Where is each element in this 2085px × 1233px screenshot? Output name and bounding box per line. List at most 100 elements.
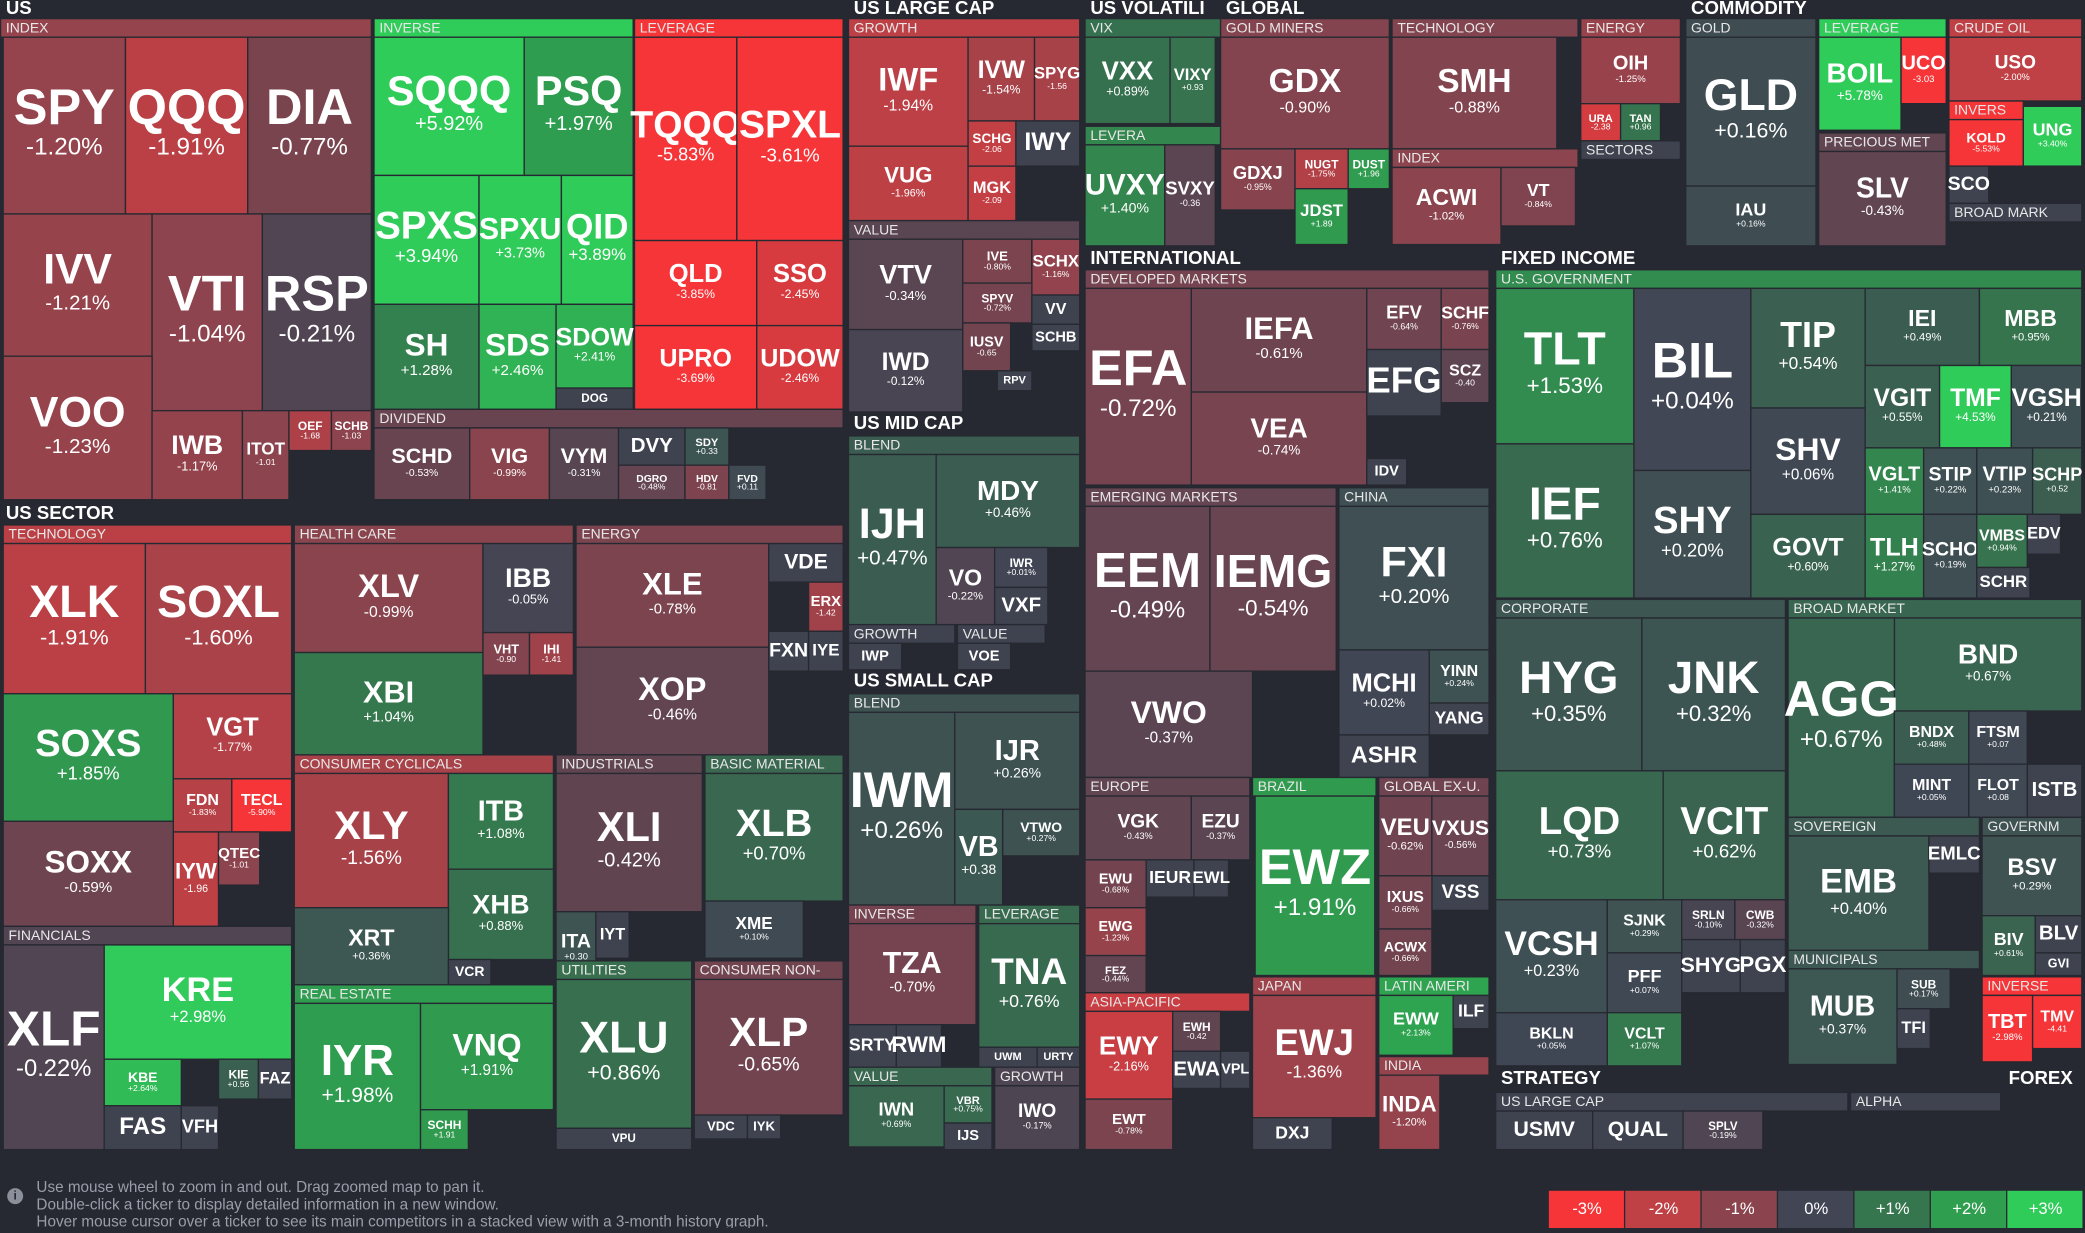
tile[interactable] [1978, 287, 2083, 367]
tile[interactable] [528, 631, 575, 676]
tile[interactable] [1976, 566, 2031, 599]
tile[interactable] [482, 542, 575, 634]
tile[interactable] [1190, 391, 1368, 486]
tile[interactable] [288, 409, 333, 452]
tile[interactable] [1145, 859, 1195, 898]
tile[interactable] [103, 1105, 182, 1151]
tile[interactable] [2, 355, 153, 501]
tile[interactable] [1428, 702, 1490, 736]
tile[interactable] [241, 409, 290, 501]
tile[interactable] [1219, 1050, 1251, 1090]
tile[interactable] [1817, 150, 1947, 247]
tile[interactable] [1750, 407, 1866, 515]
tile[interactable] [1294, 148, 1349, 190]
tile[interactable] [617, 427, 686, 466]
tile[interactable] [373, 174, 480, 306]
tile[interactable] [1219, 36, 1391, 150]
tile[interactable] [478, 174, 563, 306]
tile[interactable] [1633, 469, 1752, 599]
tile[interactable] [704, 772, 844, 902]
tile[interactable] [993, 1085, 1081, 1151]
tile[interactable] [373, 36, 525, 177]
tile[interactable] [419, 1002, 555, 1111]
tile[interactable] [1896, 1008, 1931, 1050]
tile[interactable] [1606, 1012, 1683, 1067]
tile[interactable] [1900, 36, 1947, 105]
tile[interactable] [1787, 835, 1930, 953]
tile[interactable] [847, 453, 937, 626]
tile[interactable] [954, 711, 1081, 811]
tile[interactable] [1431, 795, 1490, 877]
tile[interactable] [633, 36, 738, 242]
tile[interactable] [693, 978, 844, 1116]
tile[interactable] [967, 120, 1017, 167]
tile[interactable] [180, 1105, 220, 1151]
tile[interactable] [847, 328, 964, 413]
tile[interactable] [943, 1122, 993, 1151]
tile[interactable] [1948, 165, 1990, 205]
tile[interactable] [684, 427, 730, 466]
tile[interactable] [1440, 287, 1490, 351]
tile[interactable] [1495, 1012, 1608, 1067]
tile[interactable] [956, 642, 1012, 671]
tile[interactable] [482, 631, 531, 676]
tile[interactable] [2034, 952, 2083, 977]
tile[interactable] [1190, 287, 1368, 393]
tile[interactable] [523, 36, 634, 177]
tile[interactable] [447, 868, 555, 961]
tile[interactable] [1495, 443, 1635, 599]
tile[interactable] [1864, 287, 1981, 367]
tile[interactable] [962, 238, 1033, 284]
tile[interactable] [1164, 144, 1216, 247]
tile[interactable] [478, 303, 557, 410]
tile[interactable] [1452, 994, 1490, 1030]
tile[interactable] [1685, 36, 1817, 187]
tile[interactable] [1750, 513, 1866, 599]
tile[interactable] [1366, 457, 1408, 486]
tile[interactable] [1592, 1110, 1684, 1151]
tile[interactable] [847, 922, 977, 1026]
tile[interactable] [1682, 1110, 1764, 1151]
tile[interactable] [1938, 364, 2013, 449]
tile[interactable] [1734, 899, 1787, 941]
tile[interactable] [2031, 447, 2083, 515]
tile[interactable] [1378, 1074, 1441, 1151]
tile[interactable] [172, 831, 220, 927]
tile[interactable] [1633, 287, 1752, 472]
tile[interactable] [1338, 734, 1430, 779]
tile[interactable] [756, 324, 844, 410]
tile[interactable] [2, 944, 105, 1151]
tile[interactable] [967, 36, 1036, 122]
tile[interactable] [2, 820, 174, 927]
tile[interactable] [1378, 994, 1454, 1056]
tile[interactable] [1893, 763, 1970, 819]
tile[interactable] [469, 427, 551, 501]
tile[interactable] [1015, 120, 1081, 167]
tile[interactable] [373, 427, 471, 501]
tile[interactable] [1366, 348, 1442, 417]
tile[interactable] [330, 409, 373, 452]
tile[interactable] [217, 831, 261, 886]
tile[interactable] [293, 772, 450, 909]
tile[interactable] [1662, 770, 1787, 901]
tile[interactable] [1968, 763, 2028, 819]
tile[interactable] [1084, 505, 1211, 672]
tile[interactable] [1440, 348, 1490, 404]
tile[interactable] [1922, 513, 1978, 599]
tile[interactable] [1193, 859, 1230, 898]
tile[interactable] [2, 542, 147, 695]
tile[interactable] [704, 900, 804, 959]
tile[interactable] [847, 36, 969, 147]
tile[interactable] [1787, 617, 1896, 819]
tile[interactable] [1428, 649, 1490, 704]
tile[interactable] [1084, 144, 1166, 247]
tile[interactable] [1001, 808, 1081, 857]
tile[interactable] [2031, 994, 2083, 1050]
tile[interactable] [962, 322, 1012, 372]
tile[interactable] [978, 922, 1081, 1048]
tile[interactable] [1495, 770, 1664, 901]
tile[interactable] [1681, 938, 1741, 994]
tile[interactable] [728, 464, 767, 501]
tile[interactable] [895, 1023, 943, 1068]
tile[interactable] [447, 772, 555, 870]
